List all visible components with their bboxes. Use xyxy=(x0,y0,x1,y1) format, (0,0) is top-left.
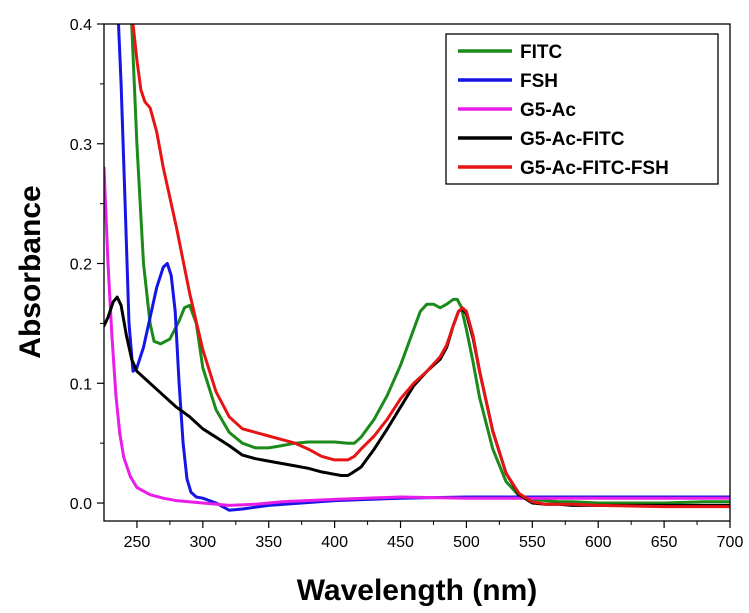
legend-label: FSH xyxy=(520,71,558,92)
series-layer xyxy=(104,24,730,512)
x-tick-label: 500 xyxy=(453,534,480,551)
y-tick-label: 0.1 xyxy=(70,376,92,393)
legend: FITC FSH G5-Ac G5-Ac-FITC G5-Ac-FITC-FSH xyxy=(445,33,719,185)
legend-label: G5-Ac-FITC-FSH xyxy=(520,158,669,179)
x-tick-label: 450 xyxy=(387,534,414,551)
legend-label: FITC xyxy=(520,42,562,63)
x-tick-label: 350 xyxy=(255,534,282,551)
y-tick-label: 0.2 xyxy=(70,257,92,274)
x-tick-label: 700 xyxy=(717,534,744,551)
series-line-g5-ac-fitc-fsh xyxy=(131,24,730,509)
x-tick-label: 300 xyxy=(189,534,216,551)
x-tick-label: 550 xyxy=(519,534,546,551)
y-tick-label: 0.0 xyxy=(70,496,92,513)
x-axis: 250 300 350 400 450 500 550 600 650 700 xyxy=(124,521,744,551)
x-tick-label: 650 xyxy=(651,534,678,551)
legend-label: G5-Ac-FITC xyxy=(520,129,625,150)
series-line-g5-ac xyxy=(104,166,730,507)
x-tick-label: 250 xyxy=(124,534,151,551)
y-tick-label: 0.3 xyxy=(70,137,92,154)
x-axis-label: Wavelength (nm) xyxy=(297,574,538,607)
legend-label: G5-Ac xyxy=(520,100,576,121)
x-tick-label: 600 xyxy=(585,534,612,551)
y-tick-label: 0.4 xyxy=(70,17,92,34)
y-axis: 0.0 0.1 0.2 0.3 0.4 xyxy=(70,17,104,513)
x-tick-label: 400 xyxy=(321,534,348,551)
y-axis-label: Absorbance xyxy=(14,185,47,358)
plot-frame xyxy=(103,23,731,522)
